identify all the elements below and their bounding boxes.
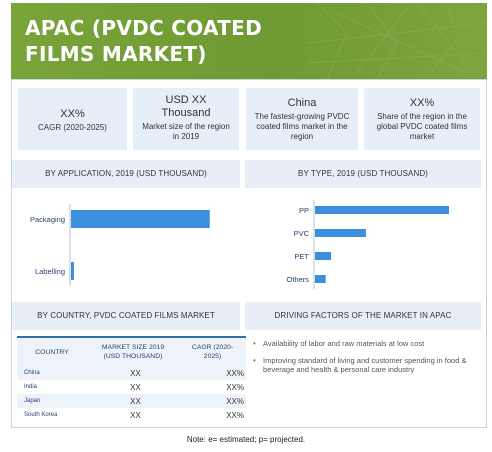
type-bar-chart: PP PVC PET Others (250, 196, 478, 292)
panel-header-type: BY TYPE, 2019 (USD THOUSAND) (245, 160, 481, 188)
country-cell: South Korea (24, 412, 58, 418)
table-row: South Korea XX XX% (17, 408, 246, 422)
column-header-market-size: MARKET SIZE 2019 (USD THOUSAND) (101, 344, 165, 360)
footnote: Note: e= estimated; p= projected. (186, 435, 306, 444)
table-body: China XX XX% India XX XX% Japan XX XX% S… (17, 366, 246, 422)
type-chart-svg: PP PVC PET Others (286, 200, 449, 289)
category-label: PET (294, 252, 309, 261)
market-size-cell: XX (130, 410, 141, 420)
category-label: Packaging (30, 215, 65, 224)
list-item: • Improving standard of living and custo… (253, 356, 481, 375)
market-size-cell: XX (130, 368, 141, 378)
market-size-cell: XX (130, 396, 141, 406)
bar-others (315, 275, 326, 283)
country-cell: China (24, 370, 40, 376)
table-row: India XX XX% (17, 380, 246, 394)
table-header: COUNTRY MARKET SIZE 2019 (USD THOUSAND) … (17, 336, 246, 366)
kpi-market-size: USD XX Thousand Market size of the regio… (133, 88, 239, 150)
kpi-label: CAGR (2020-2025) (38, 123, 107, 132)
cagr-cell: XX% (226, 396, 244, 406)
application-bar-chart: Packaging Labelling (18, 196, 238, 286)
bar-pvc (315, 229, 366, 237)
table-row: Japan XX XX% (17, 394, 246, 408)
category-label: PVC (294, 229, 310, 238)
kpi-label: Market size of the region in 2019 (142, 122, 230, 141)
kpi-value: XX% (60, 108, 85, 120)
cagr-cell: XX% (226, 368, 244, 378)
kpi-cagr: XX% CAGR (2020-2025) (18, 88, 127, 150)
kpi-share: XX% Share of the region in the global PV… (364, 88, 480, 150)
kpi-label: Share of the region in the global PVDC c… (376, 112, 468, 141)
column-header-country: COUNTRY (35, 348, 69, 356)
kpi-value: XX% (409, 97, 435, 109)
category-label: PP (299, 206, 309, 215)
page-title: APAC (PVDC COATED FILMS MARKET) (25, 16, 263, 66)
cagr-cell: XX% (226, 382, 244, 392)
table-row: China XX XX% (17, 366, 246, 380)
driving-factors-list: • Availability of labor and raw material… (253, 339, 481, 382)
bar-packaging (71, 210, 210, 228)
bar-pp (315, 206, 449, 214)
banner-texture (307, 3, 487, 79)
bar-labelling (71, 262, 74, 280)
kpi-label: The fastest-growing PVDC coated films ma… (254, 112, 350, 141)
application-chart-svg: Packaging Labelling (30, 204, 210, 286)
panel-header-driving-factors: DRIVING FACTORS OF THE MARKET IN APAC (245, 302, 481, 330)
bullet-icon: • (253, 339, 256, 348)
market-size-cell: XX (130, 382, 141, 392)
category-label: Others (286, 275, 309, 284)
cagr-cell: XX% (226, 410, 244, 420)
factor-text: Availability of labor and raw materials … (263, 339, 425, 348)
bullet-icon: • (253, 355, 256, 365)
panel-header-application: BY APPLICATION, 2019 (USD THOUSAND) (12, 160, 240, 188)
kpi-value: China (287, 97, 317, 109)
country-cell: Japan (24, 398, 41, 404)
header-banner: APAC (PVDC COATED FILMS MARKET) (11, 3, 487, 79)
bar-pet (315, 252, 332, 260)
list-item: • Availability of labor and raw material… (253, 339, 481, 349)
country-cell: India (24, 384, 38, 390)
kpi-fastest-growing: China The fastest-growing PVDC coated fi… (246, 88, 358, 150)
country-table: COUNTRY MARKET SIZE 2019 (USD THOUSAND) … (17, 336, 246, 422)
kpi-value: USD XX Thousand (161, 94, 211, 119)
factor-text: Improving standard of living and custome… (263, 355, 467, 375)
category-label: Labelling (35, 267, 65, 276)
panel-header-country: BY COUNTRY, PVDC COATED FILMS MARKET (12, 302, 240, 330)
column-header-cagr: CAGR (2020-2025) (191, 344, 234, 360)
